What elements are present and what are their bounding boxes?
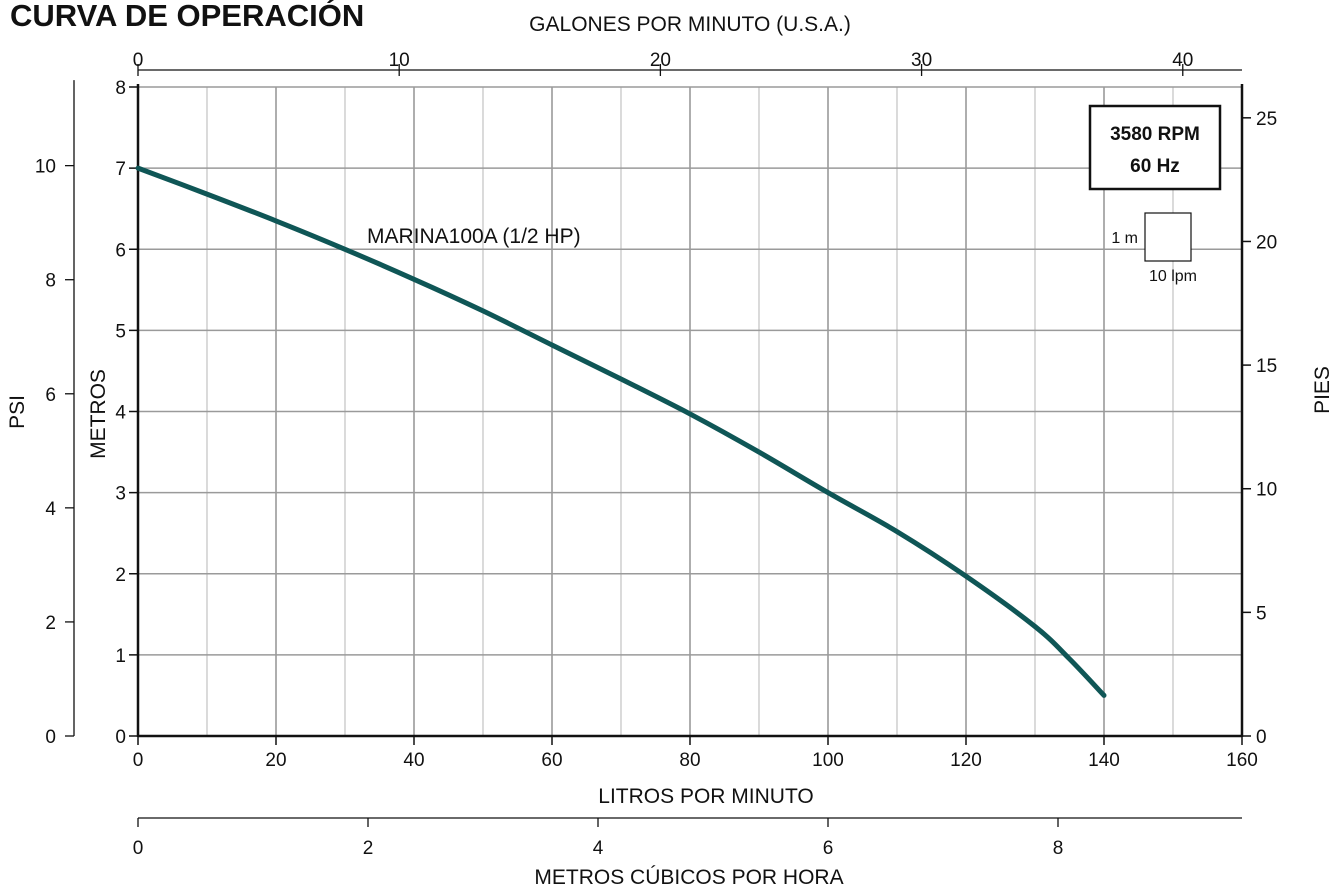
info-hz: 60 Hz bbox=[1130, 156, 1180, 177]
y-tick-label: 3 bbox=[115, 484, 126, 505]
grid bbox=[138, 86, 1242, 736]
psi-tick-label: 0 bbox=[45, 727, 56, 748]
psi-axis-title: PSI bbox=[6, 395, 29, 429]
x-tick-label: 120 bbox=[950, 750, 982, 771]
top-tick-label: 30 bbox=[911, 50, 932, 71]
top-tick-label: 20 bbox=[650, 50, 671, 71]
x-tick-label: 20 bbox=[265, 750, 286, 771]
y-tick-label: 4 bbox=[115, 403, 126, 424]
top-tick-label: 40 bbox=[1172, 50, 1193, 71]
m3h-tick-label: 4 bbox=[593, 838, 604, 859]
psi-tick-label: 2 bbox=[45, 613, 56, 634]
m3h-tick-label: 6 bbox=[823, 838, 834, 859]
scale-legend-vertical: 1 m bbox=[1111, 230, 1138, 247]
pies-tick-label: 10 bbox=[1256, 480, 1277, 501]
info-rpm: 3580 RPM bbox=[1110, 124, 1200, 145]
psi-tick-label: 4 bbox=[45, 499, 56, 520]
x-tick-label: 80 bbox=[679, 750, 700, 771]
y-axis-title: METROS bbox=[87, 369, 110, 459]
top-axis-title: GALONES POR MINUTO (U.S.A.) bbox=[529, 13, 851, 36]
x-tick-label: 40 bbox=[403, 750, 424, 771]
x-tick-label: 100 bbox=[812, 750, 844, 771]
pies-tick-label: 0 bbox=[1256, 727, 1267, 748]
series-layer bbox=[135, 165, 1107, 698]
pies-tick-label: 25 bbox=[1256, 109, 1277, 130]
psi-tick-label: 6 bbox=[45, 385, 56, 406]
pies-tick-label: 5 bbox=[1256, 603, 1267, 624]
y-tick-label: 0 bbox=[115, 727, 126, 748]
y-tick-label: 6 bbox=[115, 240, 126, 261]
y-tick-label: 8 bbox=[115, 78, 126, 99]
scale-legend-box bbox=[1144, 212, 1192, 262]
psi-tick-label: 10 bbox=[35, 157, 56, 178]
m3h-axis-title: METROS CÚBICOS POR HORA bbox=[534, 866, 843, 889]
x-tick-label: 160 bbox=[1226, 750, 1258, 771]
y-tick-label: 5 bbox=[115, 321, 126, 342]
y-tick-label: 2 bbox=[115, 565, 126, 586]
series-label-marina100a: MARINA100A (1/2 HP) bbox=[367, 225, 581, 248]
chart-title: CURVA DE OPERACIÓN bbox=[10, 0, 364, 33]
pies-tick-label: 15 bbox=[1256, 356, 1277, 377]
top-tick-label: 0 bbox=[133, 50, 144, 71]
top-tick-label: 10 bbox=[389, 50, 410, 71]
x-tick-label: 60 bbox=[541, 750, 562, 771]
y-tick-label: 1 bbox=[115, 646, 126, 667]
series-line-marina100a bbox=[135, 165, 1107, 698]
y-tick-label: 7 bbox=[115, 159, 126, 180]
pies-tick-label: 20 bbox=[1256, 232, 1277, 253]
x-tick-label: 0 bbox=[133, 750, 144, 771]
m3h-tick-label: 8 bbox=[1053, 838, 1064, 859]
psi-tick-label: 8 bbox=[45, 271, 56, 292]
info-box bbox=[1088, 104, 1222, 191]
scale-legend-horizontal: 10 lpm bbox=[1149, 268, 1197, 285]
m3h-tick-label: 2 bbox=[363, 838, 374, 859]
m3h-tick-label: 0 bbox=[133, 838, 144, 859]
pies-axis-title: PIES bbox=[1311, 366, 1334, 414]
x-tick-label: 140 bbox=[1088, 750, 1120, 771]
x-axis-title: LITROS POR MINUTO bbox=[598, 785, 813, 808]
